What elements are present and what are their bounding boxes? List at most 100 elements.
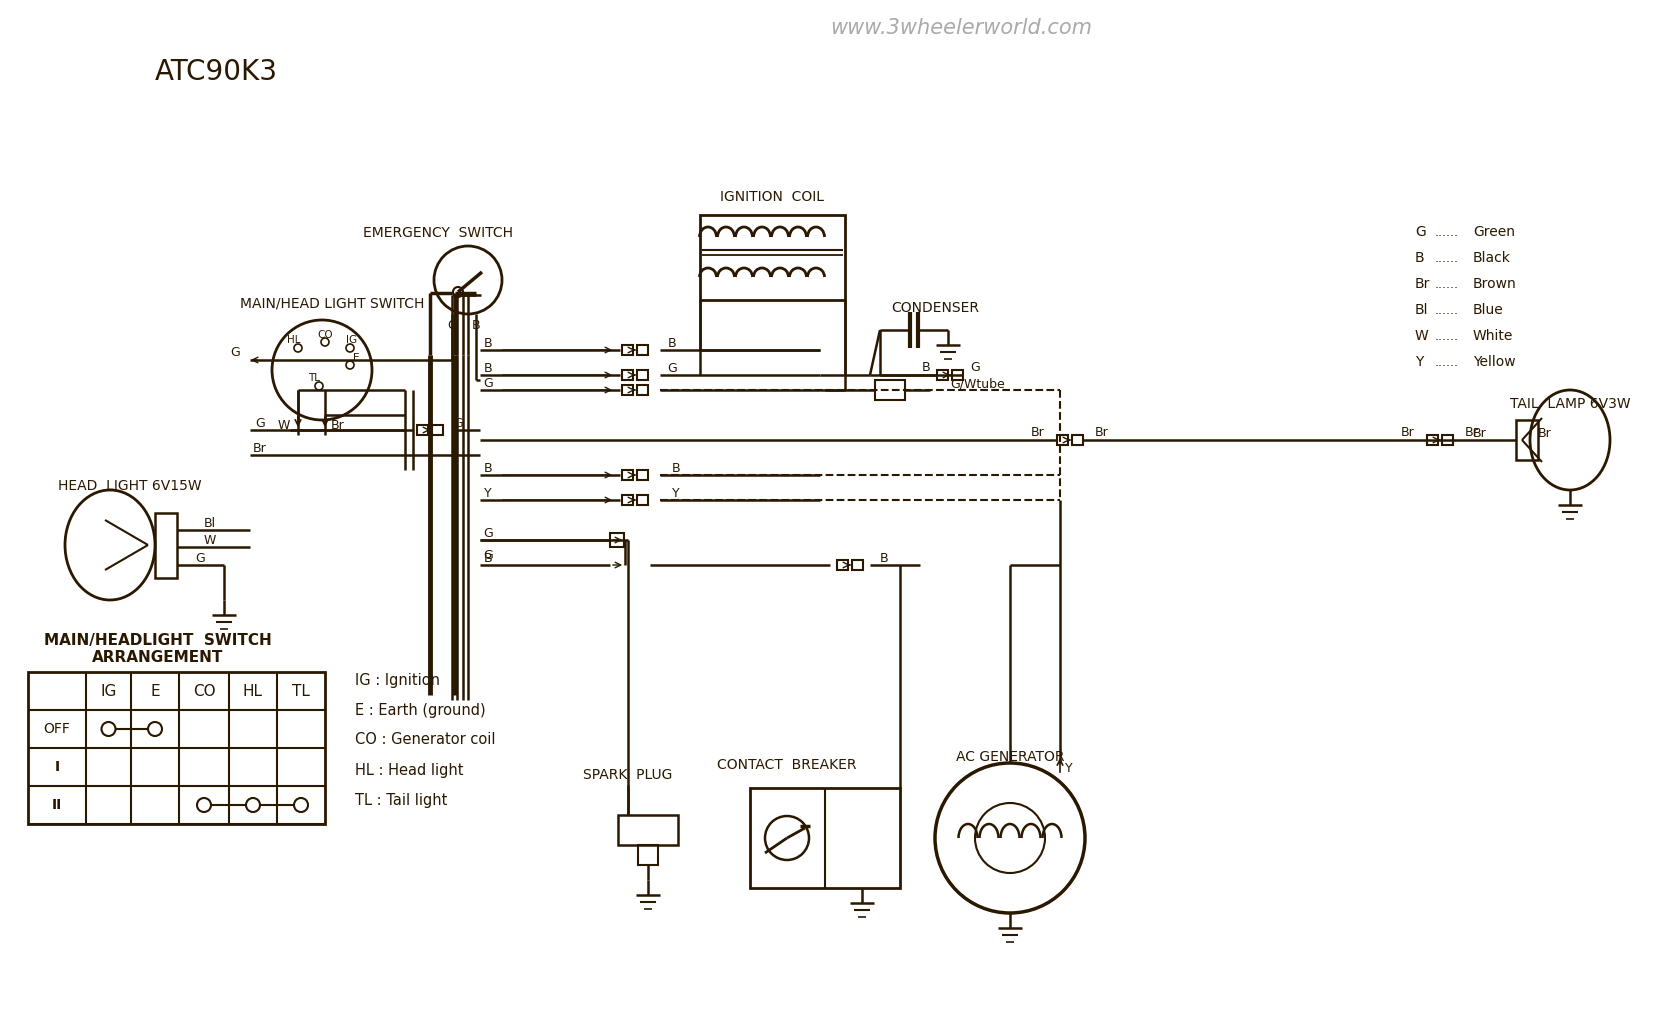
Text: Br: Br — [1400, 426, 1413, 438]
Bar — [851, 560, 862, 570]
Text: ......: ...... — [1435, 277, 1458, 291]
Text: Br: Br — [253, 441, 266, 455]
Text: B: B — [483, 336, 492, 350]
Bar — [1442, 435, 1451, 445]
Circle shape — [197, 798, 210, 812]
Text: Br: Br — [1413, 277, 1430, 291]
Bar — [1056, 435, 1067, 445]
Text: ......: ...... — [1435, 356, 1458, 368]
Bar — [28, 672, 324, 824]
Text: Br: Br — [331, 419, 344, 432]
Bar — [637, 495, 647, 505]
Text: B: B — [483, 552, 492, 565]
Text: Br: Br — [1465, 426, 1478, 438]
Text: G: G — [447, 319, 457, 332]
Bar — [874, 380, 904, 400]
Text: MAIN/HEADLIGHT  SWITCH: MAIN/HEADLIGHT SWITCH — [45, 632, 271, 647]
Text: Y: Y — [1064, 762, 1072, 774]
Text: TL: TL — [291, 684, 309, 698]
Bar — [622, 345, 632, 355]
Text: IG: IG — [101, 684, 116, 698]
Bar — [637, 370, 647, 380]
Text: HL: HL — [243, 684, 263, 698]
Circle shape — [147, 722, 162, 736]
Bar — [750, 788, 899, 888]
Text: Br: Br — [1031, 426, 1044, 438]
Text: Br: Br — [1473, 427, 1486, 439]
Text: B: B — [1413, 251, 1423, 265]
Circle shape — [101, 722, 116, 736]
Circle shape — [295, 798, 308, 812]
Text: Br: Br — [1537, 427, 1551, 439]
Text: www.3wheelerworld.com: www.3wheelerworld.com — [829, 18, 1091, 38]
Text: TL: TL — [308, 373, 319, 383]
Text: Bl: Bl — [204, 517, 215, 530]
Bar — [622, 495, 632, 505]
Text: ......: ...... — [1435, 303, 1458, 317]
Bar — [156, 513, 177, 578]
Text: G: G — [970, 361, 980, 373]
Bar — [622, 385, 632, 395]
Bar — [1071, 435, 1082, 445]
Text: Y: Y — [1413, 355, 1423, 369]
Text: G: G — [230, 345, 240, 359]
Text: G: G — [483, 376, 493, 390]
Bar — [637, 345, 647, 355]
Text: ......: ...... — [1435, 330, 1458, 342]
Bar — [622, 470, 632, 480]
Text: W: W — [278, 419, 290, 432]
Text: E: E — [151, 684, 161, 698]
Text: B: B — [920, 361, 930, 373]
Text: Y: Y — [483, 487, 492, 499]
Text: G/Wtube: G/Wtube — [950, 377, 1005, 391]
Bar — [609, 533, 624, 547]
Bar — [637, 385, 647, 395]
Text: SPARK  PLUG: SPARK PLUG — [583, 768, 672, 781]
Bar — [700, 215, 844, 300]
Text: B: B — [483, 462, 492, 474]
Text: IGNITION  COIL: IGNITION COIL — [720, 190, 824, 204]
Text: TL : Tail light: TL : Tail light — [354, 793, 447, 807]
Bar — [1514, 420, 1537, 460]
Text: ARRANGEMENT: ARRANGEMENT — [93, 651, 223, 665]
Text: Green: Green — [1471, 225, 1514, 239]
Text: G: G — [667, 362, 677, 374]
Bar — [617, 814, 677, 845]
Text: E: E — [353, 353, 359, 363]
Text: B: B — [879, 552, 889, 565]
Bar — [937, 370, 947, 380]
Text: B: B — [483, 362, 492, 374]
Text: B: B — [667, 336, 675, 350]
Bar — [432, 425, 444, 435]
Text: ......: ...... — [1435, 252, 1458, 265]
Text: IG : Ignition: IG : Ignition — [354, 672, 440, 688]
Bar — [637, 470, 647, 480]
Text: HL: HL — [286, 335, 301, 345]
Text: MAIN/HEAD LIGHT SWITCH: MAIN/HEAD LIGHT SWITCH — [240, 296, 424, 310]
Text: HL : Head light: HL : Head light — [354, 763, 463, 777]
Text: G: G — [483, 527, 493, 539]
Text: Black: Black — [1471, 251, 1509, 265]
Text: CONDENSER: CONDENSER — [890, 301, 978, 315]
Text: G: G — [195, 552, 205, 565]
Text: CONTACT  BREAKER: CONTACT BREAKER — [717, 758, 856, 772]
Text: Yellow: Yellow — [1471, 355, 1514, 369]
Text: White: White — [1471, 329, 1513, 343]
Text: B: B — [472, 319, 480, 332]
Text: W: W — [1413, 329, 1428, 343]
Bar — [622, 370, 632, 380]
Text: Y: Y — [672, 487, 679, 499]
Bar — [1427, 435, 1437, 445]
Text: B: B — [672, 462, 680, 474]
Text: Blue: Blue — [1471, 303, 1503, 317]
Text: II: II — [51, 798, 63, 812]
Text: TAIL  LAMP 6V3W: TAIL LAMP 6V3W — [1509, 397, 1629, 411]
Text: ATC90K3: ATC90K3 — [156, 58, 278, 86]
Text: G: G — [1413, 225, 1425, 239]
Text: W: W — [204, 533, 217, 546]
Bar — [836, 560, 847, 570]
Text: CO : Generator coil: CO : Generator coil — [354, 732, 495, 747]
Text: CO: CO — [192, 684, 215, 698]
Text: IG: IG — [346, 335, 357, 345]
Text: I: I — [55, 760, 60, 774]
